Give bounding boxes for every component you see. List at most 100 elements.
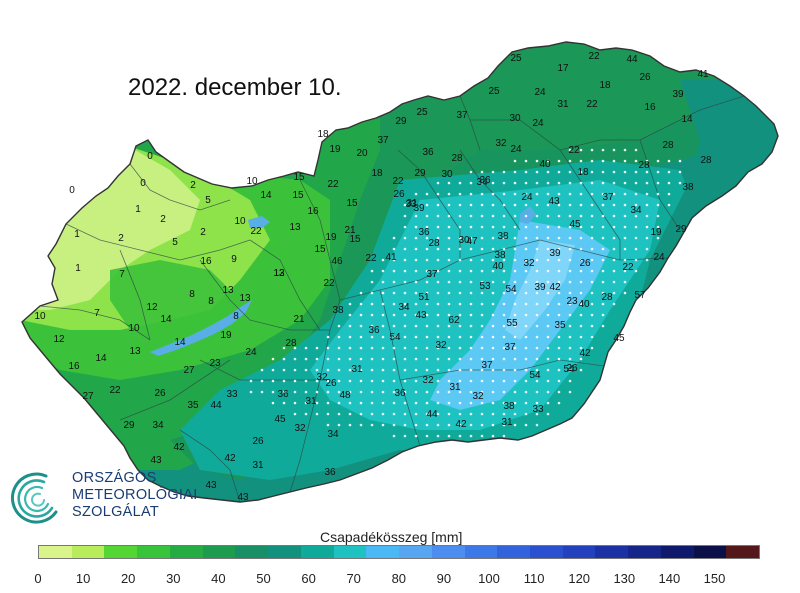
stipple-dot xyxy=(601,159,605,163)
stipple-dot xyxy=(491,335,495,339)
legend-swatch xyxy=(235,546,269,558)
stipple-dot xyxy=(645,181,649,185)
stipple-dot xyxy=(469,236,473,240)
station-value: 5 xyxy=(172,237,178,248)
station-value: 18 xyxy=(371,168,383,179)
stipple-dot xyxy=(568,357,572,361)
stipple-dot xyxy=(480,368,484,372)
stipple-dot xyxy=(568,368,572,372)
stipple-dot xyxy=(557,269,561,273)
stipple-dot xyxy=(447,247,451,251)
stipple-dot xyxy=(469,291,473,295)
station-value: 20 xyxy=(356,148,368,159)
lake-balaton xyxy=(150,300,252,356)
stipple-dot xyxy=(359,368,363,372)
station-value: 40 xyxy=(492,261,504,272)
stipple-dot xyxy=(513,181,517,185)
stipple-dot xyxy=(502,269,506,273)
stipple-dot xyxy=(568,346,572,350)
stipple-dot xyxy=(403,247,407,251)
station-value: 10 xyxy=(246,176,258,187)
stipple-dot xyxy=(414,302,418,306)
stipple-dot xyxy=(491,434,495,438)
stipple-dot xyxy=(425,280,429,284)
stipple-dot xyxy=(381,302,385,306)
stipple-dot xyxy=(524,192,528,196)
station-value: 29 xyxy=(414,168,426,179)
stipple-dot xyxy=(557,357,561,361)
station-value: 38 xyxy=(503,401,515,412)
stipple-dot xyxy=(359,390,363,394)
stipple-dot xyxy=(590,225,594,229)
stipple-dot xyxy=(447,313,451,317)
stipple-dot xyxy=(557,379,561,383)
stipple-dot xyxy=(568,148,572,152)
station-value: 16 xyxy=(200,256,212,267)
legend-swatch xyxy=(71,546,105,558)
stipple-dot xyxy=(623,170,627,174)
stipple-dot xyxy=(502,236,506,240)
station-value: 15 xyxy=(293,172,305,183)
station-value: 39 xyxy=(672,89,684,100)
stipple-dot xyxy=(326,423,330,427)
stipple-dot xyxy=(601,170,605,174)
stipple-dot xyxy=(513,302,517,306)
zone-green-west xyxy=(110,260,240,340)
stipple-dot xyxy=(403,401,407,405)
zone-lightblue-2 xyxy=(505,240,575,340)
stipple-dot xyxy=(469,346,473,350)
stipple-dot xyxy=(612,269,616,273)
stipple-dot xyxy=(535,401,539,405)
stipple-dot xyxy=(623,247,627,251)
station-value: 40 xyxy=(539,159,551,170)
station-value: 16 xyxy=(307,206,319,217)
station-value: 47 xyxy=(466,236,478,247)
station-value: 32 xyxy=(316,372,328,383)
stipple-dot xyxy=(524,335,528,339)
stipple-dot xyxy=(425,225,429,229)
station-value: 34 xyxy=(630,205,642,216)
stipple-dot xyxy=(535,368,539,372)
stipple-dot xyxy=(392,236,396,240)
stipple-dot xyxy=(568,313,572,317)
station-value: 19 xyxy=(325,232,337,243)
stipple-dot xyxy=(546,203,550,207)
stipple-dot xyxy=(502,346,506,350)
stipple-dot xyxy=(392,258,396,262)
station-value: 42 xyxy=(173,442,185,453)
stipple-dot xyxy=(546,390,550,394)
stipple-dot xyxy=(634,203,638,207)
stipple-dot xyxy=(447,379,451,383)
stipple-dot xyxy=(502,324,506,328)
stipple-dot xyxy=(337,357,341,361)
stipple-dot xyxy=(425,291,429,295)
stipple-dot xyxy=(579,181,583,185)
stipple-dot xyxy=(579,148,583,152)
stipple-dot xyxy=(590,203,594,207)
stipple-dot xyxy=(678,181,682,185)
stipple-dot xyxy=(414,291,418,295)
stipple-dot xyxy=(546,324,550,328)
stipple-dot xyxy=(403,291,407,295)
stipple-dot xyxy=(546,313,550,317)
stipple-dot xyxy=(348,379,352,383)
station-value: 15 xyxy=(346,198,358,209)
stipple-dot xyxy=(645,214,649,218)
stipple-dot xyxy=(458,390,462,394)
stipple-dot xyxy=(480,236,484,240)
stipple-dot xyxy=(568,302,572,306)
stipple-dot xyxy=(403,203,407,207)
stipple-dot xyxy=(359,346,363,350)
stipple-dot xyxy=(535,390,539,394)
stipple-dot xyxy=(656,181,660,185)
stipple-dot xyxy=(370,401,374,405)
stipple-dot xyxy=(557,401,561,405)
station-value: 42 xyxy=(455,419,467,430)
stipple-dot xyxy=(480,379,484,383)
legend-swatch xyxy=(399,546,432,558)
stipple-dot xyxy=(458,192,462,196)
station-value: 54 xyxy=(563,364,575,375)
stipple-dot xyxy=(458,379,462,383)
station-value: 32 xyxy=(435,340,447,351)
stipple-dot xyxy=(304,357,308,361)
